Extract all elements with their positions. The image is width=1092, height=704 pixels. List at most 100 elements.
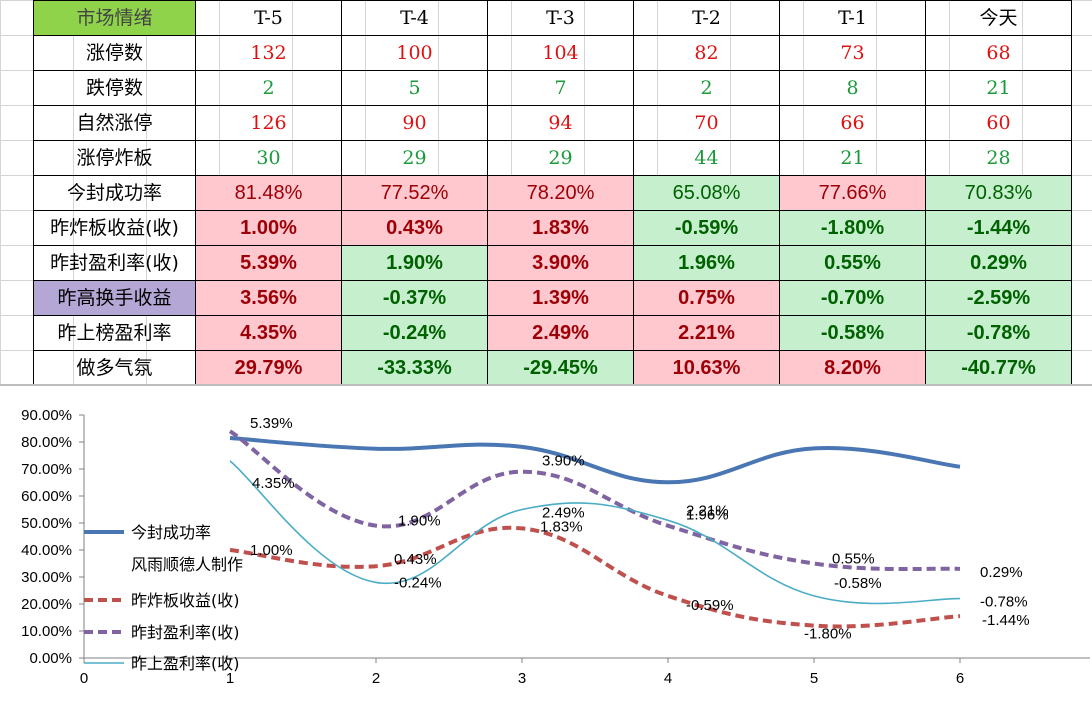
watermark-text: 风雨顺德人 — [157, 386, 445, 390]
table-row: 涨停数 132 100 104 82 73 68 — [33, 35, 1072, 71]
column-header: T-4 — [341, 0, 488, 36]
table-cell: 21 — [925, 70, 1072, 106]
table-cell: 68 — [925, 35, 1072, 71]
table-cell: 30 — [195, 140, 342, 176]
table-cell: 28 — [925, 140, 1072, 176]
spreadsheet-grid: 市场情绪 T-5 T-4 T-3 T-2 T-1 今天 涨停数 132 100 104 82 73 68 跌… — [0, 0, 1092, 384]
y-tick-label: 50.00% — [21, 515, 72, 532]
data-label: 1.96% — [686, 507, 729, 524]
y-tick-label: 40.00% — [21, 542, 72, 559]
x-tick-label: 6 — [956, 670, 964, 687]
table-cell: 65.08% — [633, 175, 780, 211]
row-label: 昨上榜盈利率 — [33, 315, 196, 351]
table-cell: 73 — [779, 35, 926, 71]
y-tick-label: 30.00% — [21, 569, 72, 586]
table-row: 做多气氛 29.79% -33.33% -29.45% 10.63% 8.20% -40.7… — [33, 350, 1072, 384]
table-cell: 2 — [633, 70, 780, 106]
table-cell: 77.66% — [779, 175, 926, 211]
table-cell: 0.55% — [779, 245, 926, 281]
table-cell: 100 — [341, 35, 488, 71]
table-cell: -0.59% — [633, 210, 780, 246]
x-tick-label: 5 — [810, 670, 818, 687]
table-cell: 0.75% — [633, 280, 780, 316]
y-tick-label: 10.00% — [21, 623, 72, 640]
table-row: 今封成功率 81.48% 77.52% 78.20% 65.08% 77.66% 70.83… — [33, 175, 1072, 211]
sheet-divider — [0, 384, 1092, 386]
table-cell: 132 — [195, 35, 342, 71]
table-cell: 0.43% — [341, 210, 488, 246]
table-cell: -0.37% — [341, 280, 488, 316]
column-header: T-5 — [195, 0, 342, 36]
table-cell: 3.90% — [487, 245, 634, 281]
y-tick-label: 70.00% — [21, 461, 72, 478]
table-cell: 44 — [633, 140, 780, 176]
legend-label: 今封成功率 — [131, 523, 211, 542]
table-cell: 1.96% — [633, 245, 780, 281]
row-label: 自然涨停 — [33, 105, 196, 141]
x-tick-label: 3 — [518, 670, 526, 687]
y-tick-label: 90.00% — [21, 407, 72, 424]
table-cell: 7 — [487, 70, 634, 106]
series-line — [229, 436, 961, 485]
table-cell: 21 — [779, 140, 926, 176]
table-cell: 5 — [341, 70, 488, 106]
data-label: -1.80% — [804, 626, 852, 643]
table-row: 昨上榜盈利率 4.35% -0.24% 2.49% 2.21% -0.58% -0.78% — [33, 315, 1072, 351]
table-cell: 29 — [487, 140, 634, 176]
data-label: -0.78% — [980, 594, 1028, 611]
table-cell: -33.33% — [341, 350, 488, 384]
data-label: -0.59% — [686, 597, 734, 614]
legend-note: 风雨顺德人制作 — [131, 555, 243, 574]
table-cell: -1.44% — [925, 210, 1072, 246]
table-cell: 2.49% — [487, 315, 634, 351]
legend-label: 昨上盈利率(收) — [131, 654, 240, 673]
table-header-row: 市场情绪 T-5 T-4 T-3 T-2 T-1 今天 — [33, 0, 1072, 36]
table-cell: 70.83% — [925, 175, 1072, 211]
table-cell: 77.52% — [341, 175, 488, 211]
table-corner-header: 市场情绪 — [33, 0, 196, 36]
y-tick-label: 20.00% — [21, 596, 72, 613]
x-tick-label: 4 — [664, 670, 672, 687]
data-label: 1.90% — [398, 513, 441, 530]
y-tick-label: 0.00% — [29, 650, 72, 667]
table-cell: 60 — [925, 105, 1072, 141]
table-row: 跌停数 2 5 7 2 8 21 — [33, 70, 1072, 106]
column-header: T-3 — [487, 0, 634, 36]
table-cell: -1.80% — [779, 210, 926, 246]
data-label: -1.44% — [982, 612, 1030, 629]
data-label: -0.58% — [834, 575, 882, 592]
row-label: 今封成功率 — [33, 175, 196, 211]
table-cell: 1.83% — [487, 210, 634, 246]
data-label: 3.90% — [542, 453, 585, 470]
table-cell: -0.78% — [925, 315, 1072, 351]
market-sentiment-table: 市场情绪 T-5 T-4 T-3 T-2 T-1 今天 涨停数 132 100 104 82 73 68 跌… — [33, 0, 1072, 384]
table-cell: 8 — [779, 70, 926, 106]
data-label: 1.00% — [250, 542, 293, 559]
table-row: 昨封盈利率(收) 5.39% 1.90% 3.90% 1.96% 0.55% 0.29% — [33, 245, 1072, 281]
table-row: 昨炸板收益(收) 1.00% 0.43% 1.83% -0.59% -1.80% -1.44… — [33, 210, 1072, 246]
table-cell: 5.39% — [195, 245, 342, 281]
data-label: 0.43% — [394, 551, 437, 568]
table-cell: -29.45% — [487, 350, 634, 384]
table-cell: 70 — [633, 105, 780, 141]
table-row: 涨停炸板 30 29 29 44 21 28 — [33, 140, 1072, 176]
table-cell: 126 — [195, 105, 342, 141]
table-cell: 1.90% — [341, 245, 488, 281]
row-label: 昨炸板收益(收) — [33, 210, 196, 246]
table-cell: 104 — [487, 35, 634, 71]
table-cell: 66 — [779, 105, 926, 141]
x-tick-label: 2 — [372, 670, 380, 687]
data-label: 4.35% — [252, 475, 295, 492]
series-line — [229, 525, 961, 629]
table-cell: 90 — [341, 105, 488, 141]
table-cell: 94 — [487, 105, 634, 141]
data-label: 0.55% — [832, 551, 875, 568]
row-label: 做多气氛 — [33, 350, 196, 384]
column-header: T-1 — [779, 0, 926, 36]
table-cell: 4.35% — [195, 315, 342, 351]
table-cell: 0.29% — [925, 245, 1072, 281]
y-tick-label: 60.00% — [21, 488, 72, 505]
table-cell: 10.63% — [633, 350, 780, 384]
data-label: 2.21% — [686, 502, 729, 519]
data-label: 1.83% — [540, 518, 583, 535]
